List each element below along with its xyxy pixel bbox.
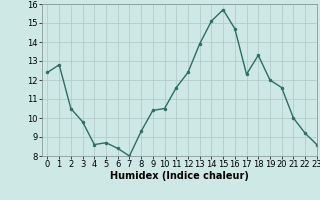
X-axis label: Humidex (Indice chaleur): Humidex (Indice chaleur) xyxy=(110,171,249,181)
